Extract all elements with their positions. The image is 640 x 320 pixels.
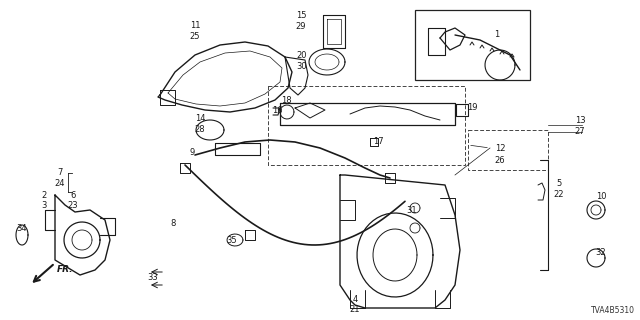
Text: 23: 23 (68, 201, 78, 210)
Text: 35: 35 (227, 236, 237, 244)
Text: 22: 22 (554, 189, 564, 198)
Text: 13: 13 (575, 116, 586, 124)
Text: 20: 20 (297, 51, 307, 60)
Text: 31: 31 (406, 205, 417, 214)
Text: 27: 27 (575, 126, 586, 135)
Text: 10: 10 (596, 191, 606, 201)
Bar (468, 130, 548, 170)
Text: 18: 18 (281, 95, 291, 105)
Text: 24: 24 (55, 179, 65, 188)
Text: 19: 19 (467, 102, 477, 111)
Text: 1: 1 (494, 29, 500, 38)
Text: 32: 32 (596, 247, 606, 257)
Text: 30: 30 (297, 61, 307, 70)
Text: 29: 29 (296, 21, 307, 30)
Text: 34: 34 (17, 223, 28, 233)
Text: 5: 5 (556, 179, 562, 188)
Bar (268, 86, 465, 165)
Text: 16: 16 (272, 106, 282, 115)
Text: 25: 25 (189, 31, 200, 41)
Text: 14: 14 (195, 114, 205, 123)
Text: 33: 33 (148, 274, 158, 283)
Bar (415, 10, 530, 80)
Text: 21: 21 (349, 306, 360, 315)
Text: 2: 2 (42, 190, 47, 199)
Text: TVA4B5310: TVA4B5310 (591, 306, 635, 315)
Text: 4: 4 (353, 294, 358, 303)
Text: 11: 11 (189, 20, 200, 29)
Text: 15: 15 (296, 11, 307, 20)
Text: 9: 9 (189, 148, 195, 156)
Text: 28: 28 (195, 124, 205, 133)
Text: 26: 26 (495, 156, 506, 164)
Text: 12: 12 (495, 143, 505, 153)
Text: 8: 8 (170, 219, 176, 228)
Text: FR.: FR. (57, 265, 74, 274)
Text: 3: 3 (42, 201, 47, 210)
Text: 7: 7 (58, 167, 63, 177)
Text: 6: 6 (70, 190, 76, 199)
Text: 17: 17 (372, 137, 383, 146)
